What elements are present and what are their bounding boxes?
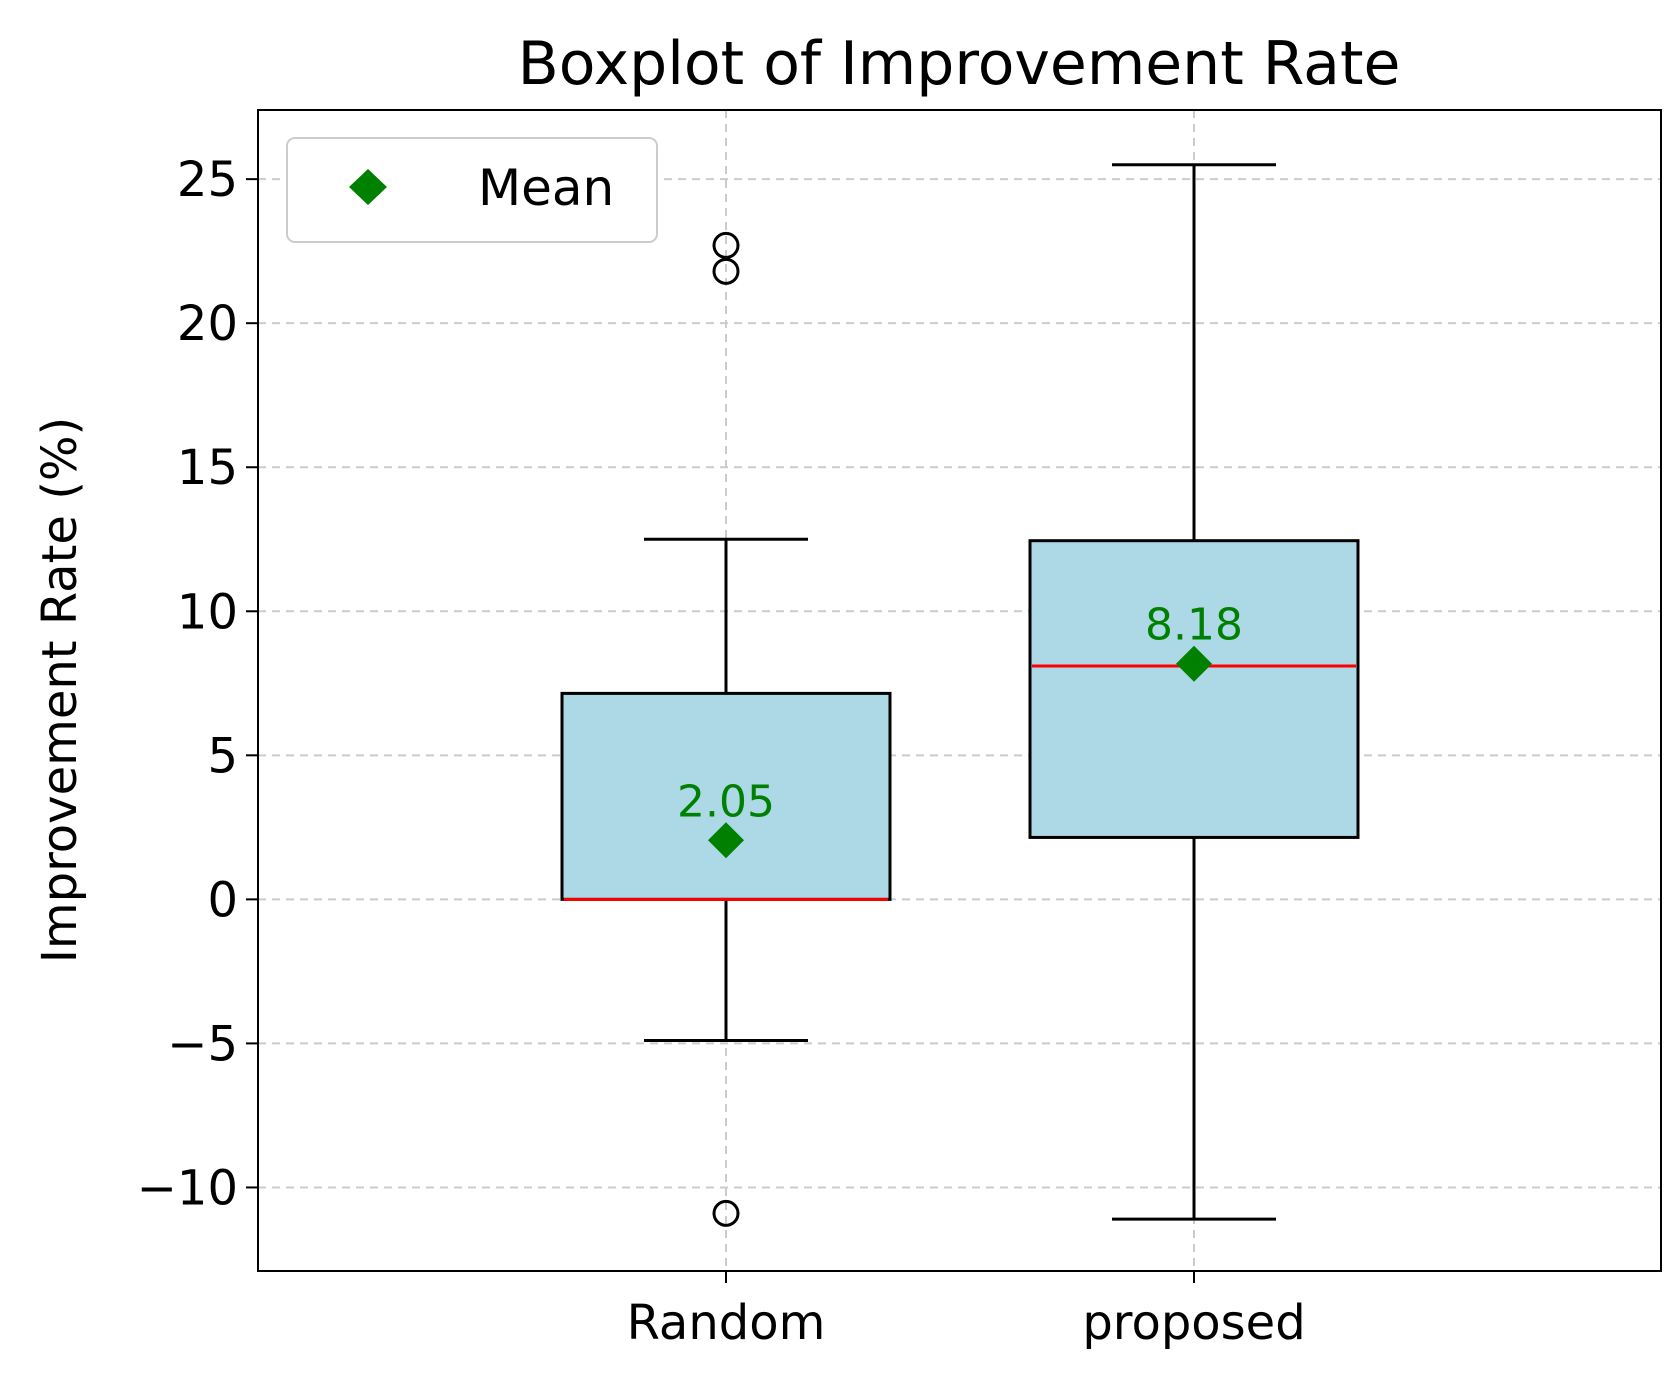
outlier-point <box>712 231 740 259</box>
y-tick-label: 5 <box>207 728 238 784</box>
chart-title: Boxplot of Improvement Rate <box>518 29 1401 99</box>
x-axis: Random proposed <box>627 1271 1306 1351</box>
legend-frame <box>286 137 658 243</box>
y-tick-label: 0 <box>207 872 238 928</box>
mean-marker <box>1176 645 1212 682</box>
legend-mean-diamond-icon <box>349 169 387 205</box>
y-tick-label: 15 <box>177 440 238 496</box>
y-tick-label: −5 <box>167 1016 238 1072</box>
y-tick-label: 10 <box>177 584 238 640</box>
iqr-box <box>1028 539 1360 839</box>
plot-frame <box>257 109 1662 1272</box>
outlier-point <box>712 1199 740 1227</box>
legend: Mean <box>286 137 658 243</box>
mean-marker <box>708 822 744 859</box>
outlier-point <box>712 257 740 285</box>
x-tick-label: Random <box>627 1295 826 1351</box>
y-tick-label: −10 <box>137 1160 238 1216</box>
x-tick-label: proposed <box>1082 1295 1305 1351</box>
mean-value-label: 8.18 <box>1145 600 1243 651</box>
iqr-box <box>560 691 892 901</box>
y-tick-label: 25 <box>177 152 238 208</box>
box-group: 8.18 <box>1028 163 1360 1221</box>
box-group: 2.05 <box>560 231 892 1227</box>
boxes: 2.05 8.18 <box>560 163 1360 1227</box>
y-axis-label: Improvement Rate (%) <box>32 417 88 964</box>
mean-value-label: 2.05 <box>677 776 775 827</box>
y-axis: −10 −5 0 5 10 15 20 25 <box>137 152 258 1216</box>
y-tick-label: 20 <box>177 296 238 352</box>
legend-mean-label: Mean <box>478 159 614 217</box>
